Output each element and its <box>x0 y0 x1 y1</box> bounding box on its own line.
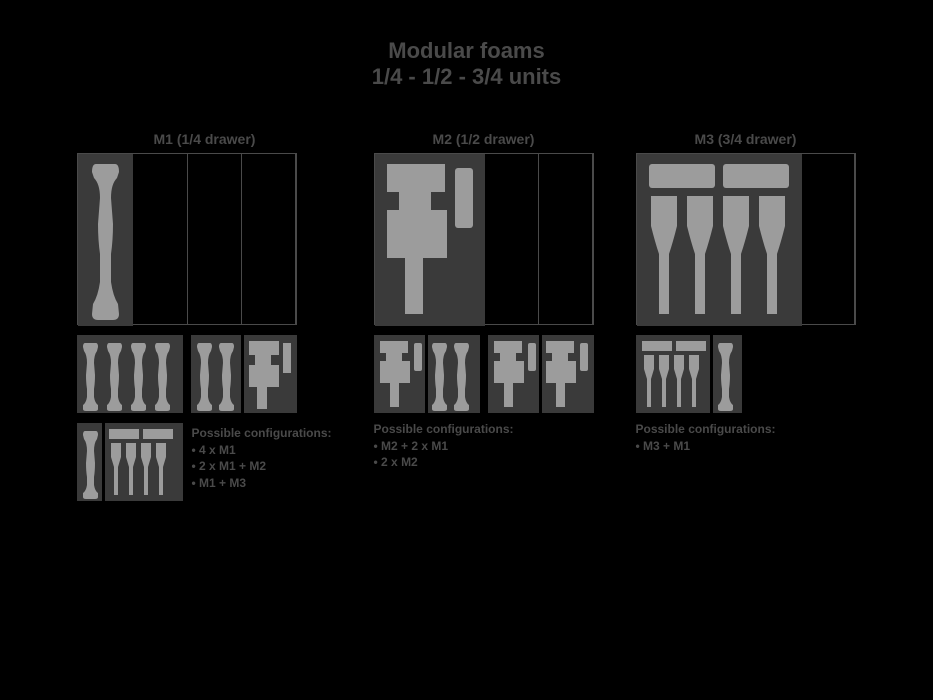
thumb-2m1-m2 <box>191 335 297 413</box>
column-m1: M1 (1/4 drawer) <box>77 131 331 501</box>
tool-hammer-icon <box>375 154 485 326</box>
column-m2: M2 (1/2 drawer) <box>374 131 594 501</box>
config-label: Possible configurations: <box>191 425 331 442</box>
thumb-m2-2m1-icon <box>374 335 480 413</box>
thumb-m2-2m1 <box>374 335 480 413</box>
column-m3: M3 (3/4 drawer) <box>636 131 856 501</box>
col-title-m2: M2 (1/2 drawer) <box>374 131 594 147</box>
thumb-2m1-m2-icon <box>191 335 297 413</box>
drawer-m2 <box>374 153 594 325</box>
thumb-m1-m3 <box>77 423 183 501</box>
drawer-m1 <box>77 153 297 325</box>
divider <box>187 154 188 324</box>
config-m3: Possible configurations: M3 + M1 <box>636 421 776 455</box>
config-m2: Possible configurations: M2 + 2 x M1 2 x… <box>374 421 514 471</box>
config-item: M3 + M1 <box>636 438 776 455</box>
thumb-row-m1-2: Possible configurations: 4 x M1 2 x M1 +… <box>77 423 331 501</box>
config-item: 2 x M2 <box>374 454 514 471</box>
col-title-m1: M1 (1/4 drawer) <box>77 131 331 147</box>
tool-chisels-icon <box>637 154 802 326</box>
thumb-2xm2-icon <box>488 335 594 413</box>
title-line-1: Modular foams <box>0 38 933 64</box>
columns-container: M1 (1/4 drawer) <box>0 131 933 501</box>
foam-m1 <box>78 154 133 326</box>
config-item: M2 + 2 x M1 <box>374 438 514 455</box>
foam-m3 <box>637 154 802 326</box>
drawer-m3 <box>636 153 856 325</box>
thumb-m1-m3-icon <box>77 423 183 501</box>
page-title: Modular foams 1/4 - 1/2 - 3/4 units <box>0 0 933 91</box>
foam-m2 <box>375 154 485 326</box>
config-item: 2 x M1 + M2 <box>191 458 331 475</box>
thumb-4xm1 <box>77 335 183 413</box>
divider <box>241 154 242 324</box>
config-item: 4 x M1 <box>191 442 331 459</box>
title-line-2: 1/4 - 1/2 - 3/4 units <box>0 64 933 90</box>
config-item: M1 + M3 <box>191 475 331 492</box>
tool-wrench-icon <box>78 154 133 326</box>
thumb-4xm1-icon <box>77 335 183 413</box>
thumb-row-m3 <box>636 335 742 413</box>
thumb-row-m1-1 <box>77 335 297 413</box>
col-title-m3: M3 (3/4 drawer) <box>636 131 856 147</box>
thumb-m3-m1-icon <box>636 335 742 413</box>
config-label: Possible configurations: <box>374 421 514 438</box>
divider <box>538 154 539 324</box>
thumb-m3-m1 <box>636 335 742 413</box>
thumb-row-m2 <box>374 335 594 413</box>
config-m1: Possible configurations: 4 x M1 2 x M1 +… <box>191 425 331 492</box>
thumb-2xm2 <box>488 335 594 413</box>
config-label: Possible configurations: <box>636 421 776 438</box>
